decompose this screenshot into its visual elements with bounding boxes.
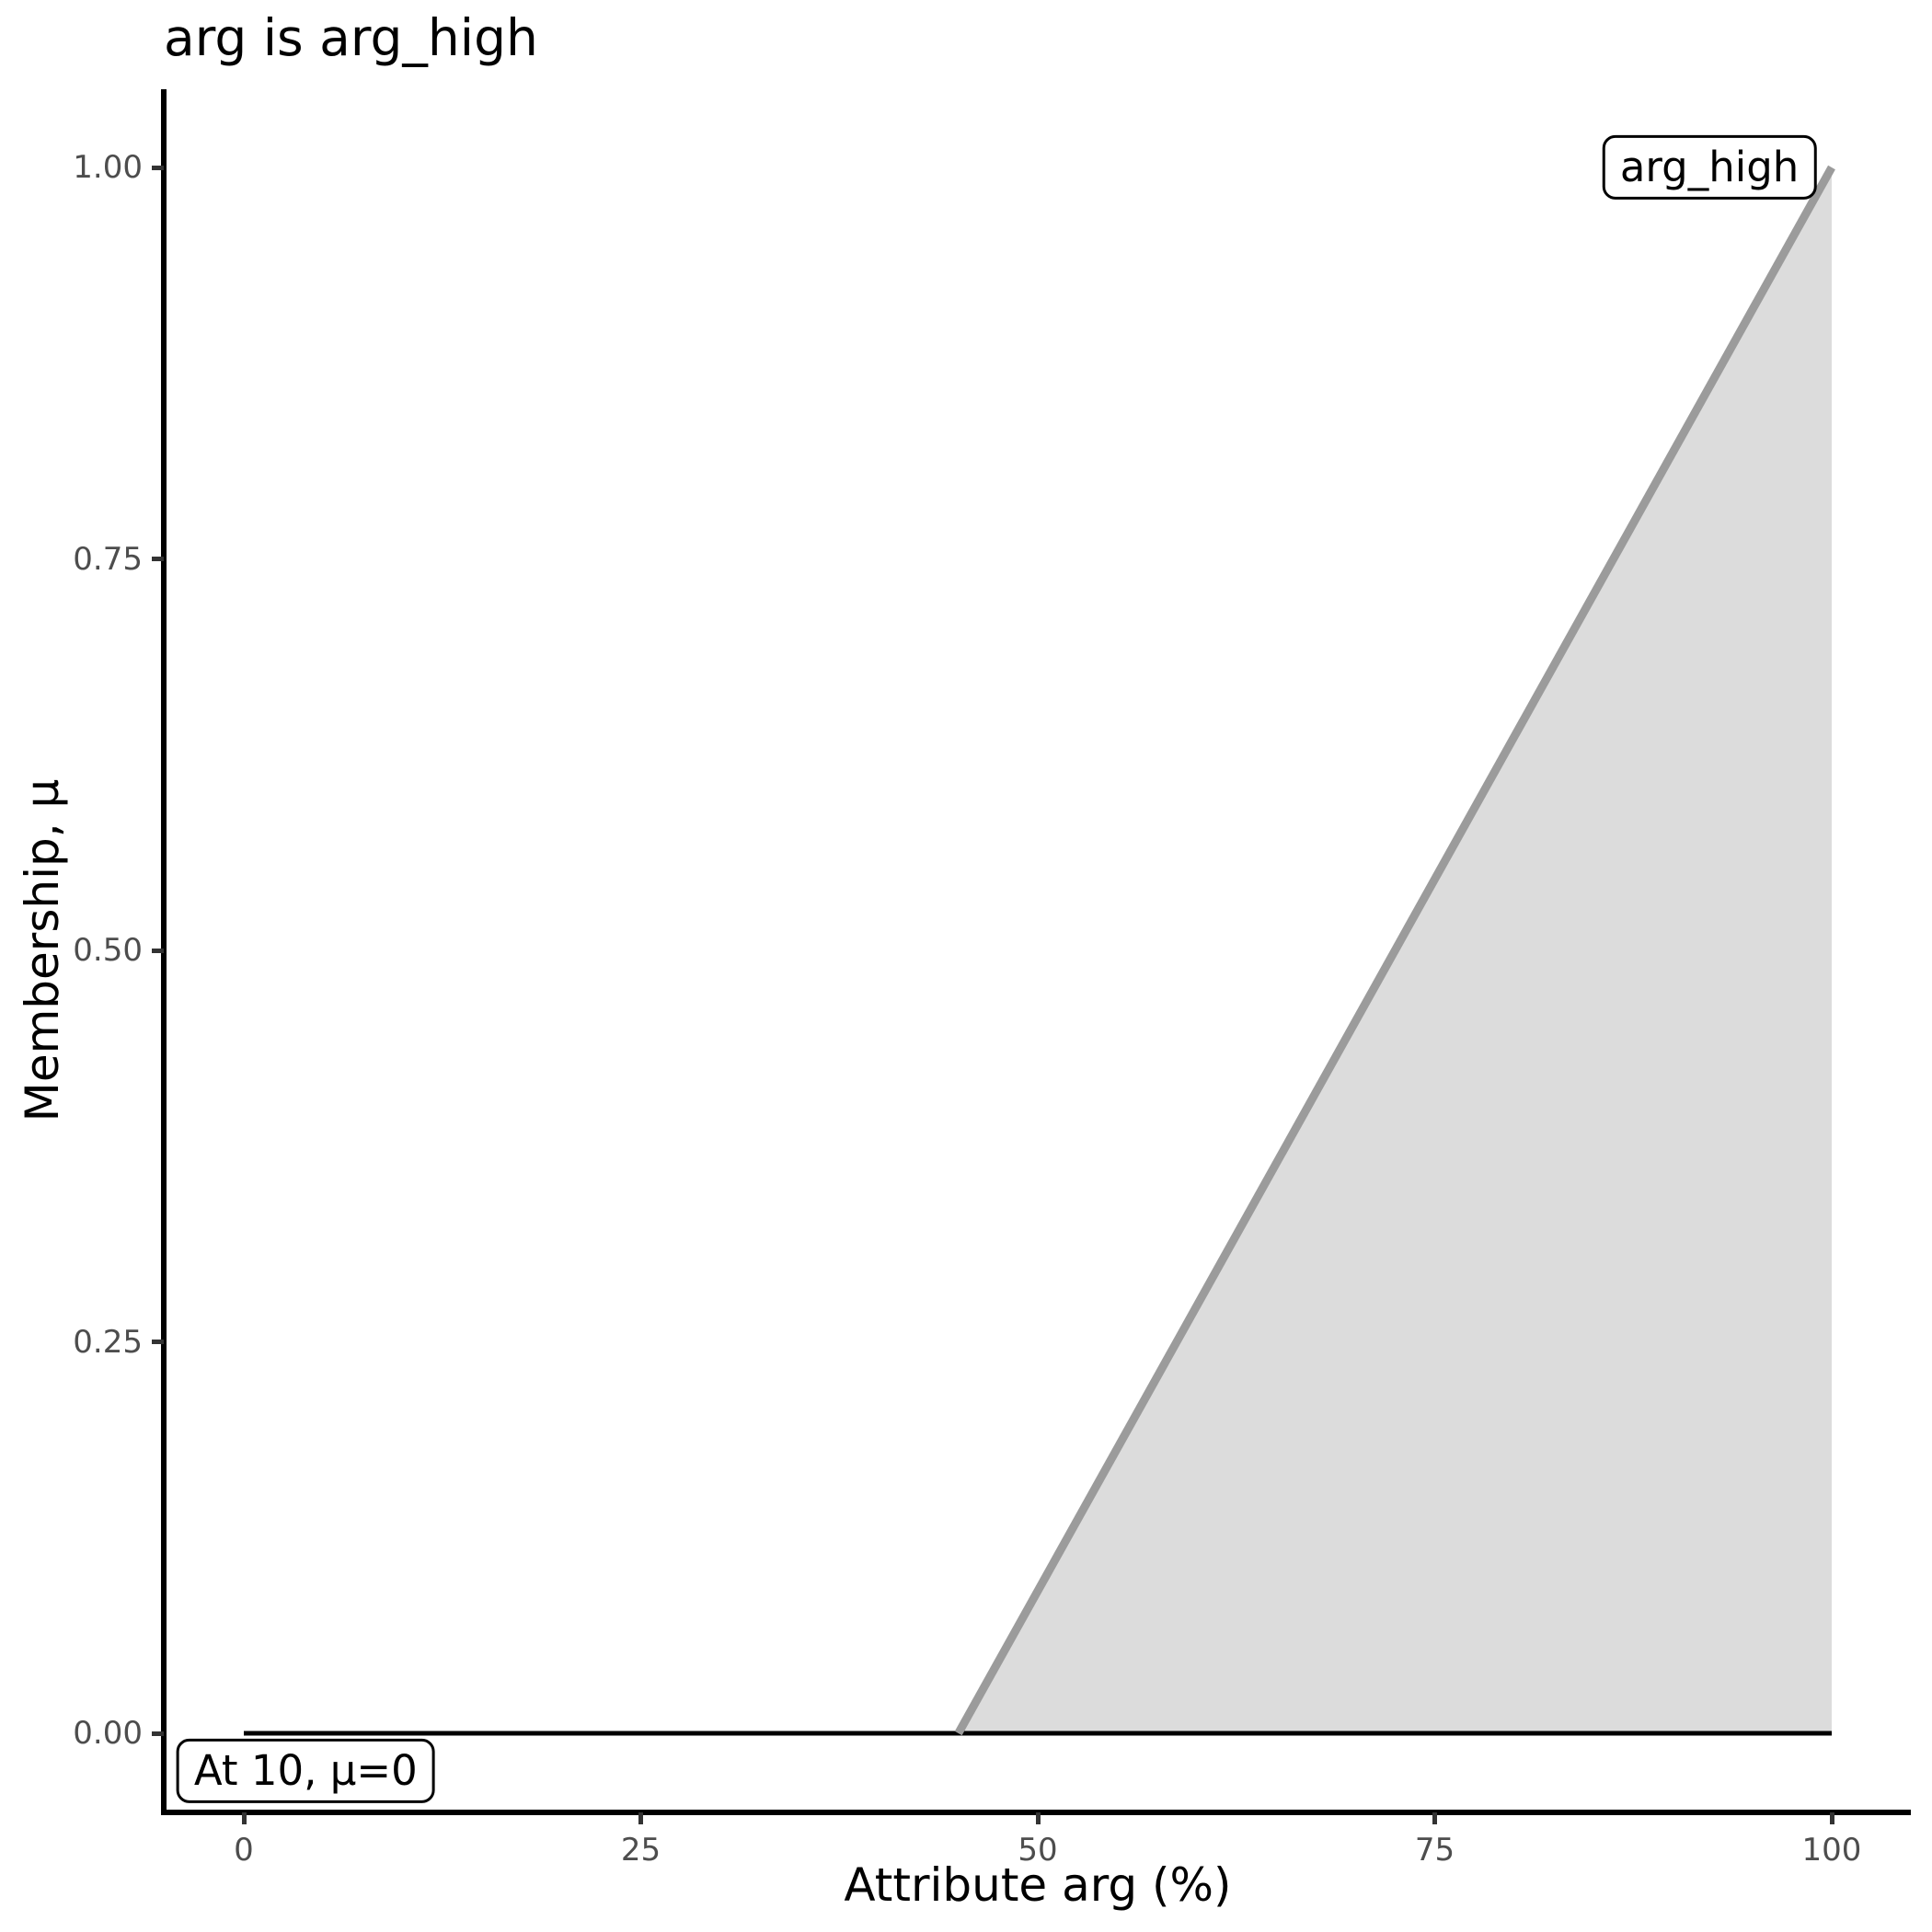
x-tick-label: 75 — [1414, 1832, 1455, 1869]
y-tick-label: 1.00 — [73, 149, 143, 186]
y-tick — [152, 557, 164, 561]
y-tick — [152, 948, 164, 953]
x-tick-label: 50 — [1018, 1832, 1058, 1869]
y-tick — [152, 165, 164, 170]
y-tick — [152, 1340, 164, 1344]
y-tick-label: 0.00 — [73, 1715, 143, 1752]
x-tick-label: 100 — [1801, 1832, 1862, 1869]
y-tick-label: 0.75 — [73, 540, 143, 578]
membership-ramp-line — [954, 165, 1835, 1736]
x-tick — [1829, 1812, 1834, 1824]
x-tick-label: 25 — [620, 1832, 661, 1869]
x-tick-label: 0 — [234, 1832, 254, 1869]
x-tick — [1432, 1812, 1437, 1824]
x-tick — [638, 1812, 643, 1824]
x-tick — [241, 1812, 247, 1824]
chart-title: arg is arg_high — [164, 8, 538, 67]
y-tick — [152, 1731, 164, 1736]
y-axis-title: Membership, μ — [16, 778, 69, 1122]
x-axis-title: Attribute arg (%) — [844, 1858, 1232, 1912]
x-tick — [1035, 1812, 1041, 1824]
annotation-arg-high: arg_high — [1602, 134, 1817, 201]
annotation-at-10: At 10, μ=0 — [176, 1738, 435, 1803]
y-tick-label: 0.50 — [73, 932, 143, 969]
y-tick-label: 0.25 — [73, 1323, 143, 1361]
